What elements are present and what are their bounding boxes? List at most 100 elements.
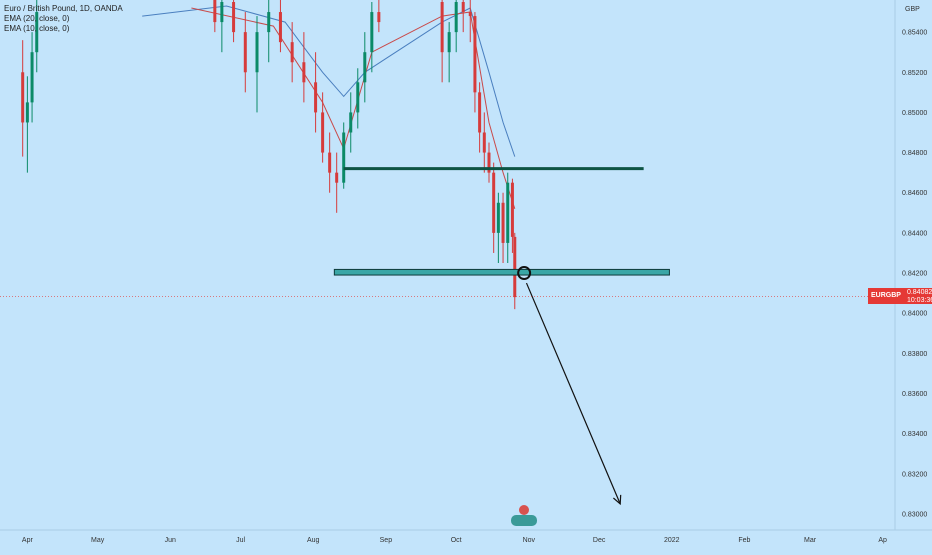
candle[interactable] xyxy=(461,0,465,33)
time-axis[interactable]: Apr May Jun Jul Aug Sep Oct Nov Dec 2022 Feb Mar Ap xyxy=(22,537,887,544)
candle[interactable] xyxy=(482,112,486,173)
candle[interactable] xyxy=(377,0,381,33)
projection-arrow-shaft[interactable] xyxy=(525,282,621,505)
candle[interactable] xyxy=(447,22,451,83)
candle-body[interactable] xyxy=(314,82,318,113)
x-tick-label: Jun xyxy=(165,537,176,544)
candle[interactable] xyxy=(356,68,360,129)
candle[interactable] xyxy=(342,122,346,189)
ema10-line xyxy=(191,7,516,209)
candle[interactable] xyxy=(220,0,224,53)
x-tick-label: Dec xyxy=(593,537,606,544)
candle-body[interactable] xyxy=(243,32,247,73)
candle[interactable] xyxy=(506,172,510,263)
candle[interactable] xyxy=(349,92,353,153)
x-tick-label: Nov xyxy=(523,537,536,544)
candle[interactable] xyxy=(454,0,458,53)
candle-body[interactable] xyxy=(461,2,465,13)
candle-body[interactable] xyxy=(290,42,294,63)
candle[interactable] xyxy=(25,76,29,173)
circle-marker[interactable] xyxy=(517,266,532,281)
candle-body[interactable] xyxy=(447,32,451,53)
candle-body[interactable] xyxy=(328,152,332,173)
candle[interactable] xyxy=(328,132,332,193)
candle[interactable] xyxy=(478,82,482,153)
tradingview-logo-icon[interactable] xyxy=(511,505,537,526)
y-tick-label: 0.83200 xyxy=(902,471,927,478)
candle-body[interactable] xyxy=(356,82,360,113)
price-axis[interactable]: 0.85400 0.85200 0.85000 0.84800 0.84600 0.844… xyxy=(902,30,927,519)
candle-body[interactable] xyxy=(482,132,486,153)
support-zone[interactable] xyxy=(333,268,670,276)
candle-body[interactable] xyxy=(213,0,217,23)
legend-ema10[interactable]: EMA (10, close, 0) xyxy=(4,24,70,33)
candle[interactable] xyxy=(314,52,318,133)
candle[interactable] xyxy=(243,12,247,93)
candle[interactable] xyxy=(363,32,367,103)
candle-body[interactable] xyxy=(501,202,505,243)
candle-body[interactable] xyxy=(468,12,472,17)
candle[interactable] xyxy=(492,162,496,253)
candle-body[interactable] xyxy=(220,2,224,23)
candle-body[interactable] xyxy=(487,152,491,173)
candle[interactable] xyxy=(440,0,444,83)
candle[interactable] xyxy=(255,16,259,113)
candle[interactable] xyxy=(321,92,325,163)
candle-body[interactable] xyxy=(510,182,514,237)
candles[interactable] xyxy=(21,0,517,310)
candle-body[interactable] xyxy=(492,172,496,233)
x-tick-label: Sep xyxy=(380,537,393,544)
legend-title[interactable]: Euro / British Pound, 1D, OANDA xyxy=(4,4,123,13)
y-tick-label: 0.83000 xyxy=(902,511,927,518)
candle-body[interactable] xyxy=(440,2,444,53)
candle-body[interactable] xyxy=(478,92,482,133)
candle-body[interactable] xyxy=(513,236,517,298)
candle-body[interactable] xyxy=(30,52,34,103)
candle[interactable] xyxy=(30,32,34,123)
candle-body[interactable] xyxy=(363,52,367,83)
candle-body[interactable] xyxy=(21,72,25,123)
y-tick-label: 0.83600 xyxy=(902,391,927,398)
candle-body[interactable] xyxy=(302,62,306,83)
candle-body[interactable] xyxy=(35,12,39,53)
candle-body[interactable] xyxy=(335,172,339,183)
legend-ema20[interactable]: EMA (20, close, 0) xyxy=(4,14,70,23)
candle[interactable] xyxy=(487,142,491,183)
candle[interactable] xyxy=(35,0,39,73)
candle[interactable] xyxy=(232,0,236,43)
candle[interactable] xyxy=(213,0,217,33)
candle-body[interactable] xyxy=(454,2,458,33)
candle[interactable] xyxy=(302,32,306,103)
candle[interactable] xyxy=(278,0,282,53)
candle-body[interactable] xyxy=(278,12,282,43)
candle-body[interactable] xyxy=(473,16,477,93)
candle[interactable] xyxy=(290,22,294,83)
candle[interactable] xyxy=(510,178,514,253)
candle-body[interactable] xyxy=(321,112,325,153)
candle-body[interactable] xyxy=(255,32,259,73)
logo-pill-icon xyxy=(511,515,537,526)
candle[interactable] xyxy=(21,40,25,157)
candle-body[interactable] xyxy=(506,182,510,243)
candle[interactable] xyxy=(468,0,472,43)
candle[interactable] xyxy=(473,12,477,113)
candle-body[interactable] xyxy=(496,202,500,233)
candle-body[interactable] xyxy=(25,102,29,123)
candle[interactable] xyxy=(335,152,339,213)
candle-body[interactable] xyxy=(349,112,353,133)
candle[interactable] xyxy=(370,2,374,73)
candle-body[interactable] xyxy=(377,12,381,23)
candle-body[interactable] xyxy=(370,12,374,53)
candle[interactable] xyxy=(496,192,500,263)
y-tick-label: 0.84800 xyxy=(902,150,927,157)
candle-body[interactable] xyxy=(267,12,271,33)
drawings[interactable] xyxy=(333,167,670,506)
candle[interactable] xyxy=(501,192,505,263)
y-tick-label: 0.85200 xyxy=(902,70,927,77)
candle[interactable] xyxy=(267,0,271,63)
y-tick-label: 0.84200 xyxy=(902,271,927,278)
candle-body[interactable] xyxy=(342,132,346,183)
candle-body[interactable] xyxy=(232,2,236,33)
